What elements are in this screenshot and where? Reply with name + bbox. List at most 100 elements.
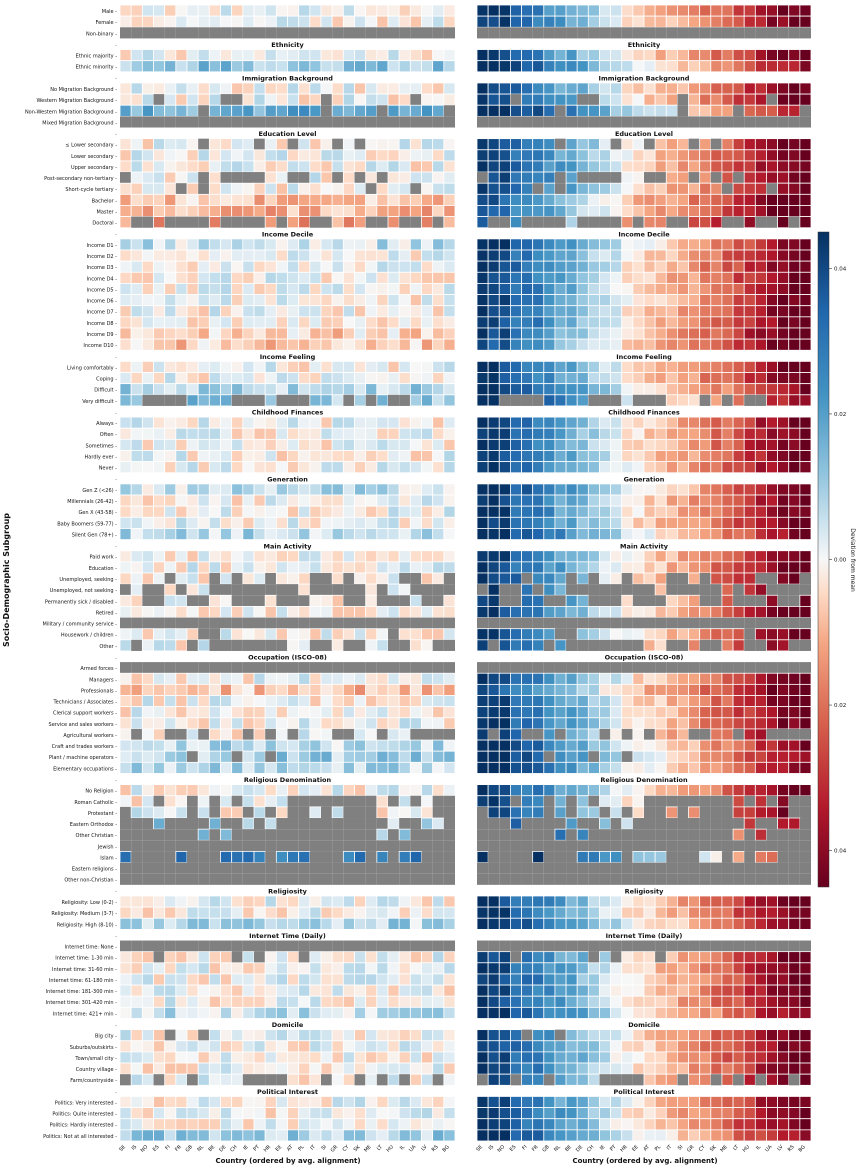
heatmap-cell (588, 662, 600, 674)
heatmap-cell (242, 360, 255, 373)
heatmap-cell (387, 550, 400, 563)
heatmap-cell (197, 895, 210, 908)
heatmap-cell (432, 283, 445, 295)
heatmap-cell (554, 427, 567, 440)
heatmap-cell (432, 662, 444, 674)
heatmap-cell (421, 528, 434, 540)
heatmap-cell (721, 416, 734, 429)
heatmap-cell (298, 1073, 311, 1086)
heatmap-cell (699, 962, 712, 975)
heatmap-cell (220, 984, 233, 997)
heatmap-cell (164, 550, 177, 563)
heatmap-cell (654, 695, 667, 708)
heatmap-cell (610, 606, 623, 618)
heatmap-cell (677, 205, 689, 218)
heatmap-cell (298, 550, 311, 563)
heatmap-cell (264, 628, 277, 641)
heatmap-cell (677, 784, 689, 797)
heatmap-cell (298, 706, 311, 719)
heatmap-cell (141, 416, 154, 429)
heatmap-cell (766, 260, 779, 273)
heatmap-cell (354, 973, 367, 986)
heatmap-cell (688, 917, 701, 930)
heatmap-cell (365, 450, 378, 463)
heatmap-cell (186, 516, 199, 529)
heatmap-cell (699, 683, 712, 696)
heatmap-cell (409, 360, 422, 373)
heatmap-cell (432, 104, 445, 117)
heatmap-cell (175, 305, 188, 318)
heatmap-cell (264, 984, 277, 997)
heatmap-cell (197, 717, 210, 730)
heatmap-cell (342, 4, 355, 17)
heatmap-cell (387, 327, 400, 340)
heatmap-cell (487, 683, 500, 696)
heatmap-cell (298, 193, 311, 206)
heatmap-cell (409, 294, 422, 307)
heatmap-cell (287, 49, 300, 62)
heatmap-cell (610, 639, 622, 651)
heatmap-cell (777, 205, 790, 218)
heatmap-cell (532, 271, 545, 284)
heatmap-cell (387, 49, 400, 62)
heatmap-cell (643, 550, 656, 563)
heatmap-cell (499, 873, 511, 885)
heatmap-cell (521, 617, 533, 629)
heatmap-cell (253, 795, 266, 808)
heatmap-cell (398, 550, 411, 563)
heatmap-cell (643, 93, 656, 106)
heatmap-cell (554, 15, 567, 28)
heatmap-cell (665, 706, 678, 719)
heatmap-cell (130, 360, 143, 373)
heatmap-cell (275, 15, 288, 28)
heatmap-cell (632, 283, 645, 295)
heatmap-cell (343, 595, 355, 607)
heatmap-cell (688, 528, 701, 540)
heatmap-cell (788, 49, 801, 62)
heatmap-cell (388, 27, 400, 39)
heatmap-cell (699, 93, 712, 106)
heatmap-cell (387, 438, 400, 451)
heatmap-cell (342, 1107, 355, 1120)
heatmap-cell (744, 116, 756, 128)
heatmap-cell (365, 338, 378, 351)
heatmap-cell (587, 427, 600, 440)
heatmap-cell (287, 93, 300, 106)
heatmap-cell (432, 806, 444, 819)
heatmap-cell (175, 973, 188, 986)
heatmap-cell (331, 739, 344, 752)
heatmap-cell (677, 728, 689, 741)
heatmap-cell (777, 806, 790, 819)
heatmap-cell (265, 862, 277, 874)
heatmap-cell (443, 216, 456, 229)
heatmap-cell (332, 728, 344, 741)
heatmap-cell (130, 1040, 143, 1053)
heatmap-cell (509, 505, 522, 518)
heatmap-cell (498, 494, 511, 507)
heatmap-cell (621, 573, 633, 585)
row-label: Service and sales workers - (49, 722, 118, 728)
heatmap-cell (643, 372, 656, 385)
heatmap-cell (321, 806, 333, 819)
heatmap-cell (754, 739, 767, 752)
heatmap-cell (175, 138, 188, 151)
heatmap-cell (754, 606, 767, 618)
heatmap-cell (387, 483, 400, 496)
heatmap-cell (754, 450, 767, 463)
heatmap-cell (320, 550, 333, 563)
heatmap-cell (264, 784, 277, 797)
heatmap-cell (421, 483, 434, 496)
heatmap-cell (554, 383, 567, 396)
heatmap-cell (576, 717, 589, 730)
heatmap-cell (242, 784, 255, 797)
heatmap-cell (632, 561, 645, 574)
heatmap-cell (298, 851, 311, 863)
heatmap-cell (331, 494, 344, 507)
heatmap-cell (754, 193, 767, 206)
heatmap-cell (721, 294, 734, 307)
heatmap-cell (754, 171, 767, 184)
heatmap-cell (231, 695, 244, 708)
heatmap-cell (510, 617, 522, 629)
row-label: Income D3 - (87, 265, 118, 271)
heatmap-cell (153, 249, 166, 262)
